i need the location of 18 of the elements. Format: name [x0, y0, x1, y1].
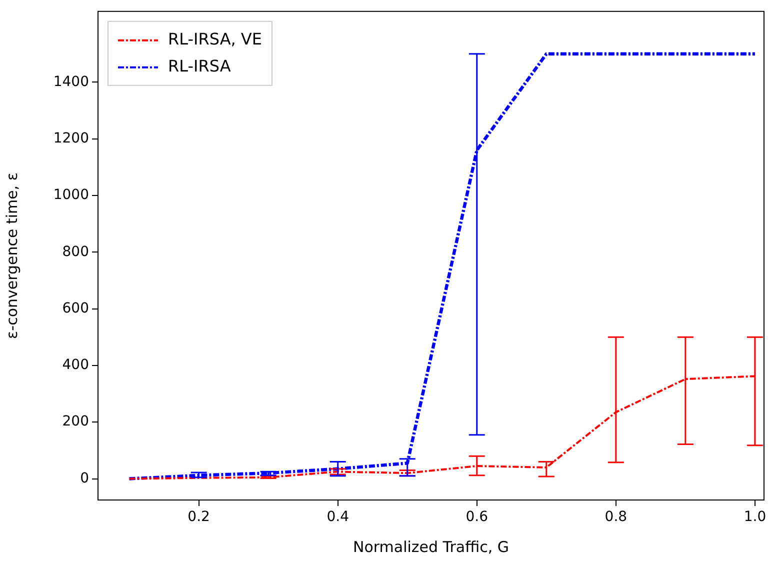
- y-tick-label: 400: [62, 357, 89, 374]
- y-tick-label: 600: [62, 300, 89, 316]
- y-tick-label: 1400: [53, 74, 89, 90]
- x-tick-label: 1.0: [744, 509, 766, 526]
- x-axis-title: Normalized Traffic, G: [352, 538, 510, 556]
- line-series: [128, 52, 757, 480]
- x-tick-label: 0.2: [188, 509, 210, 526]
- y-tick-label: 0: [80, 470, 89, 486]
- legend-label: RL-IRSA, VE: [168, 30, 262, 49]
- x-tick-label: 0.4: [326, 509, 350, 526]
- y-axis-title: ε-convergence time, ε: [2, 172, 21, 339]
- x-tick-label: 0.6: [466, 509, 488, 526]
- y-tick-label: 200: [62, 414, 89, 430]
- y-tick-label: 800: [62, 244, 89, 260]
- x-tick-label: 0.8: [604, 509, 628, 526]
- legend-label: RL-IRSA: [168, 56, 231, 76]
- y-tick-label: 1200: [53, 130, 89, 146]
- y-tick-label: 1000: [53, 187, 89, 204]
